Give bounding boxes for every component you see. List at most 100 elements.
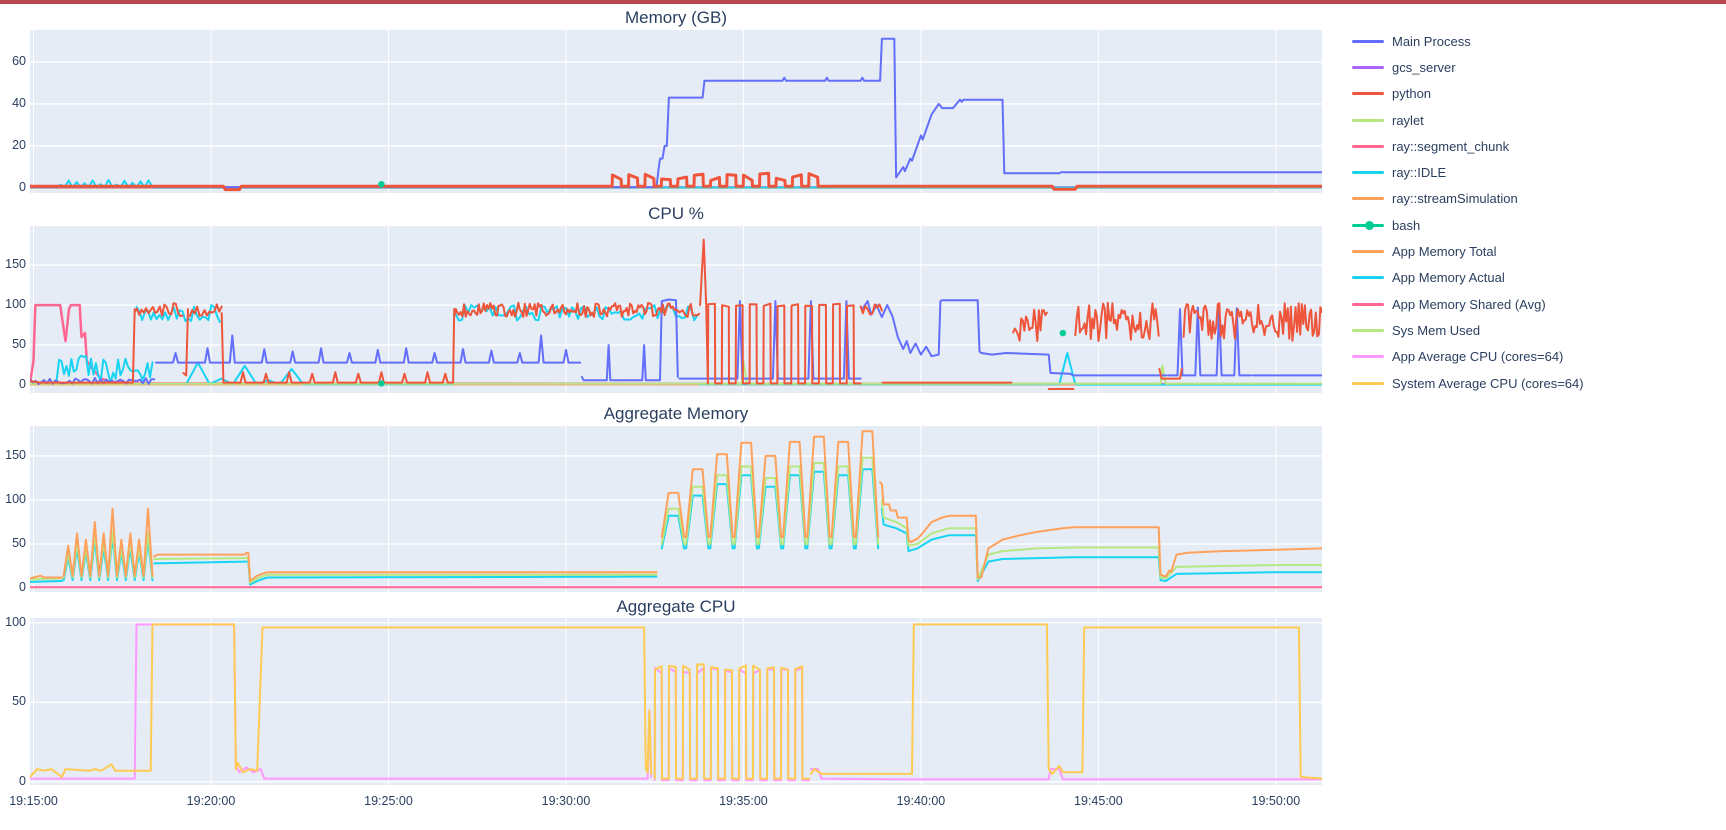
plot-canvas[interactable]: [30, 30, 1322, 193]
legend-label: gcs_server: [1392, 59, 1456, 75]
series-python: [706, 302, 862, 385]
series-ray::IDLE: [1058, 352, 1077, 386]
marker-bash: [1059, 329, 1067, 337]
legend-label: App Memory Total: [1392, 244, 1497, 260]
series-python: [453, 301, 701, 318]
series-python: [1074, 301, 1160, 342]
series-python: [1012, 308, 1048, 342]
series-System Average CPU (cores=64): [30, 623, 653, 778]
plot-canvas[interactable]: [30, 226, 1322, 393]
series-System Average CPU (cores=64): [809, 623, 1322, 780]
x-tick-label: 19:20:00: [186, 794, 236, 808]
legend-item-raylet[interactable]: raylet: [1352, 107, 1722, 133]
legend-label: App Memory Actual: [1392, 270, 1505, 286]
series-python: [30, 184, 612, 192]
y-tick-label: 0: [19, 377, 26, 391]
legend-label: bash: [1392, 217, 1421, 233]
series-Main Process: [861, 299, 1167, 377]
legend-line-swatch: [1352, 92, 1384, 96]
series-python: [610, 171, 827, 188]
chart-title-aggregate-cpu: Aggregate CPU: [616, 597, 736, 616]
legend-item-ray-streamsimulation[interactable]: ray::streamSimulation: [1352, 186, 1722, 212]
cpu-percent-plot[interactable]: [30, 226, 1322, 393]
marker-bash: [378, 180, 385, 188]
legend-line-swatch: [1352, 65, 1384, 69]
chart-title-memory-gb: Memory (GB): [625, 8, 727, 27]
y-tick-label: 50: [12, 694, 26, 709]
series-App Memory Actual: [153, 560, 658, 586]
legend-item-app-memory-shared-avg-[interactable]: App Memory Shared (Avg): [1352, 291, 1722, 317]
y-tick-label: 60: [12, 53, 26, 68]
legend-line-swatch: [1352, 328, 1384, 332]
legend-item-app-average-cpu-cores-64-[interactable]: App Average CPU (cores=64): [1352, 344, 1722, 370]
series-python: [699, 238, 709, 384]
series-python: [859, 303, 883, 316]
legend-label: System Average CPU (cores=64): [1392, 375, 1584, 391]
legend-item-ray-segment-chunk[interactable]: ray::segment_chunk: [1352, 133, 1722, 159]
series-ray::IDLE: [454, 304, 699, 322]
series-Sys Mem Used: [880, 499, 1322, 581]
legend-label: python: [1392, 86, 1432, 102]
legend-line-swatch: [1352, 381, 1384, 385]
series-App Memory Actual: [30, 580, 63, 583]
plot-canvas[interactable]: [30, 618, 1322, 785]
legend-item-system-average-cpu-cores-64-[interactable]: System Average CPU (cores=64): [1352, 370, 1722, 396]
series-Sys Mem Used: [153, 557, 658, 584]
series-ray::IDLE: [55, 354, 154, 384]
series-Sys Mem Used: [30, 577, 63, 581]
legend-line-swatch: [1352, 250, 1384, 254]
y-tick-label: 0: [19, 179, 26, 194]
series-App Average CPU (cores=64): [30, 623, 653, 780]
series-App Memory Total: [62, 507, 154, 577]
x-tick-label: 19:50:00: [1251, 794, 1301, 808]
legend-item-ray-idle[interactable]: ray::IDLE: [1352, 159, 1722, 185]
series-Main Process: [580, 298, 679, 382]
series-python: [1158, 368, 1183, 380]
y-tick-label: 50: [12, 337, 26, 352]
legend-item-bash[interactable]: bash: [1352, 212, 1722, 238]
memory-gb-plot[interactable]: [30, 30, 1322, 193]
x-tick-label: 19:45:00: [1074, 794, 1123, 808]
series-python: [133, 302, 184, 317]
x-tick-label: 19:30:00: [541, 794, 591, 808]
series-python: [1182, 302, 1322, 342]
series-App Memory Total: [30, 574, 63, 580]
legend-item-python[interactable]: python: [1352, 81, 1722, 107]
aggregate-memory-plot[interactable]: [30, 426, 1322, 592]
y-tick-label: 100: [5, 491, 26, 506]
series-python: [452, 308, 456, 384]
legend-item-app-memory-actual[interactable]: App Memory Actual: [1352, 265, 1722, 291]
legend-item-main-process[interactable]: Main Process: [1352, 28, 1722, 54]
legend-label: App Average CPU (cores=64): [1392, 349, 1564, 365]
legend-item-sys-mem-used[interactable]: Sys Mem Used: [1352, 317, 1722, 343]
legend-label: Main Process: [1392, 33, 1471, 49]
aggregate-cpu-plot[interactable]: [30, 618, 1322, 785]
y-tick-label: 20: [12, 137, 26, 152]
legend-label: raylet: [1392, 112, 1424, 128]
legend-item-app-memory-total[interactable]: App Memory Total: [1352, 238, 1722, 264]
y-tick-label: 40: [12, 95, 26, 110]
legend-item-gcs-server[interactable]: gcs_server: [1352, 54, 1722, 80]
series-App Memory Total: [879, 481, 1322, 579]
y-tick-label: 150: [5, 447, 26, 462]
series-App Memory Actual: [660, 468, 880, 550]
y-tick-label: 0: [19, 773, 26, 788]
x-tick-label: 19:25:00: [364, 794, 413, 808]
y-tick-label: 0: [19, 580, 26, 595]
x-tick-label: 19:40:00: [896, 794, 946, 808]
series-python: [188, 303, 223, 318]
series-ray::segment_chunk: [30, 303, 1322, 386]
y-tick-label: 150: [5, 257, 26, 272]
y-tick-label: 100: [5, 614, 26, 629]
series-ray::IDLE: [185, 361, 305, 386]
chart-title-aggregate-memory: Aggregate Memory: [603, 404, 749, 423]
legend-label: ray::segment_chunk: [1392, 138, 1510, 154]
series-App Memory Actual: [880, 507, 1322, 582]
plot-canvas[interactable]: [30, 426, 1322, 592]
x-tick-label: 19:15:00: [9, 794, 58, 808]
x-tick-label: 19:35:00: [719, 794, 768, 808]
series-Main Process: [1166, 306, 1252, 377]
legend-line-swatch: [1352, 276, 1384, 280]
